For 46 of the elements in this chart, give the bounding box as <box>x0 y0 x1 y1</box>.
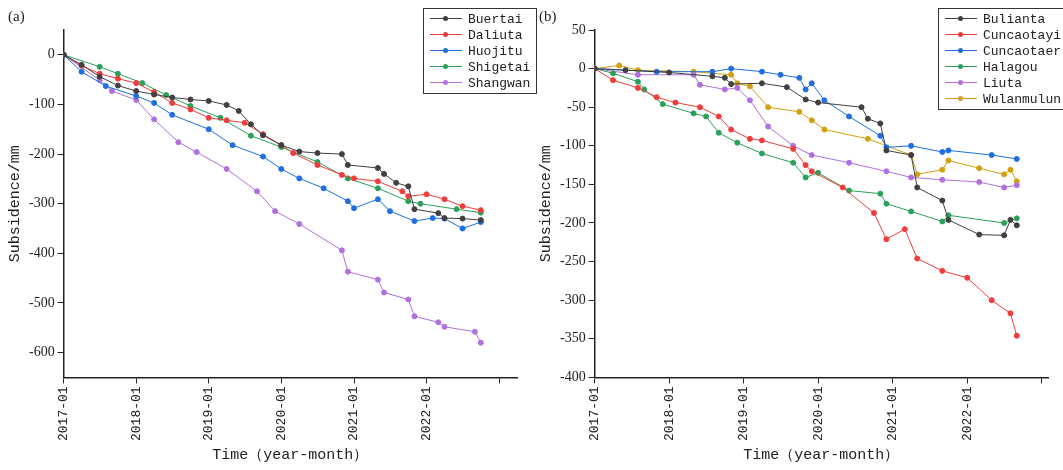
x-tick-label: 2017-01 <box>56 386 72 441</box>
x-tick-label: 2022-01 <box>959 386 975 441</box>
x-tick-label: 2021-01 <box>346 386 362 441</box>
x-tick-label: 2022-01 <box>419 386 435 441</box>
x-axis-title: Time（year-month） <box>212 446 369 464</box>
text: (b) <box>539 8 557 26</box>
y-tick-label: -400 <box>28 244 55 260</box>
x-tick-label: 2020-01 <box>810 386 826 441</box>
y-tick-label: 0 <box>47 46 55 62</box>
y-tick-label: -100 <box>28 96 55 112</box>
x-tick-label: 2019-01 <box>201 386 217 441</box>
y-tick-label: -100 <box>559 137 586 153</box>
x-tick-label: 2018-01 <box>661 386 677 441</box>
legend-label: Wulanmulun <box>983 91 1062 107</box>
y-axis-title: Subsidence/mm <box>6 145 24 263</box>
legend-label: Shangwan <box>468 75 531 91</box>
y-tick-label: -200 <box>28 145 55 161</box>
legend-label: Liuta <box>983 75 1023 91</box>
y-tick-label: -400 <box>559 369 586 385</box>
legend-label: Buertai <box>468 11 523 27</box>
x-tick-label: 2021-01 <box>885 386 901 441</box>
legend-label: Cuncaotaer <box>983 43 1062 59</box>
legend-label: Shigetai <box>468 59 531 75</box>
legend-label: Halagou <box>983 59 1038 75</box>
y-tick-label: -300 <box>28 195 55 211</box>
y-tick-label: 0 <box>578 60 586 76</box>
y-axis-title: Subsidence/mm <box>537 145 555 263</box>
text: (a) <box>8 8 25 26</box>
y-tick-label: -500 <box>28 294 55 310</box>
x-axis-title: Time（year-month） <box>743 446 900 464</box>
y-tick-label: -200 <box>559 214 586 230</box>
legend-label: Huojitu <box>468 43 523 59</box>
x-tick-label: 2019-01 <box>736 386 752 441</box>
legend-label: Daliuta <box>468 27 523 43</box>
x-tick-label: 2017-01 <box>587 386 603 441</box>
y-tick-label: 50 <box>571 21 586 37</box>
y-tick-label: -50 <box>566 98 586 114</box>
y-tick-label: -150 <box>559 176 586 192</box>
y-tick-label: -350 <box>559 330 586 346</box>
y-tick-label: -600 <box>28 344 55 360</box>
legend-label: Cuncaotayi <box>983 27 1062 43</box>
x-tick-label: 2018-01 <box>128 386 144 441</box>
y-tick-label: -250 <box>559 253 586 269</box>
legend-label: Bulianta <box>983 11 1046 27</box>
y-tick-label: -300 <box>559 291 586 307</box>
x-tick-label: 2020-01 <box>273 386 289 441</box>
